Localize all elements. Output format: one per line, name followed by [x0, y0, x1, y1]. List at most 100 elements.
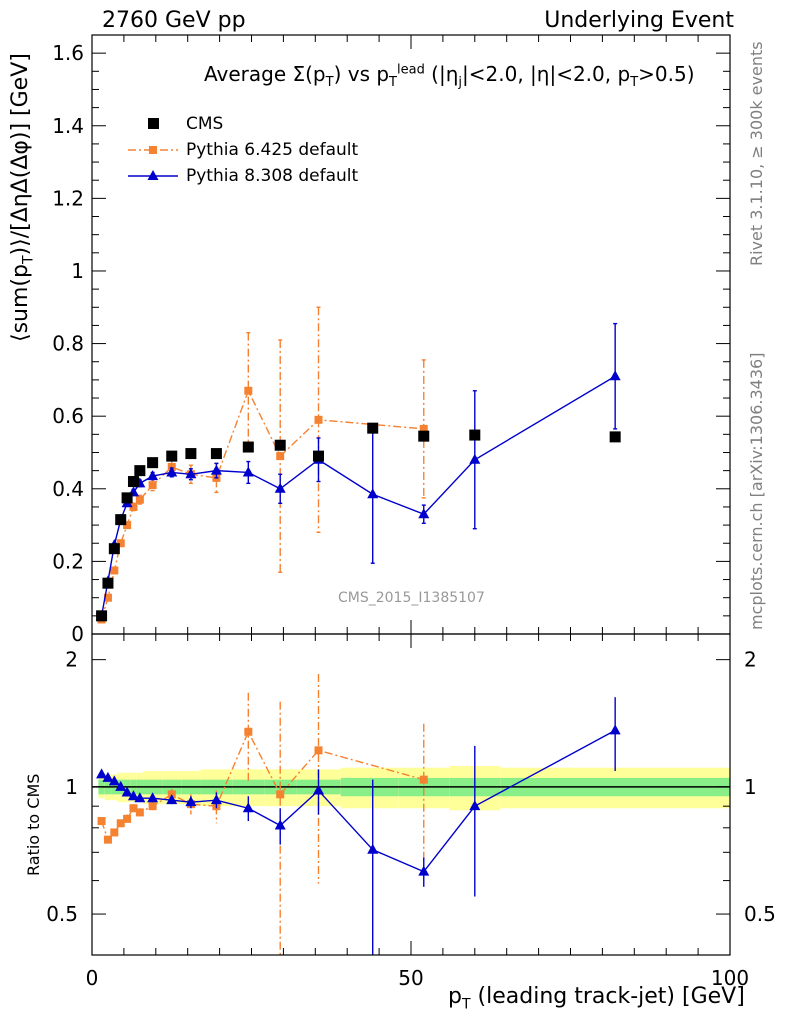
cms-point	[274, 439, 286, 451]
x-tick-label: 0	[86, 966, 99, 990]
pythia8-ratio-point	[108, 775, 120, 786]
pythia6-ratio-point	[276, 790, 285, 799]
x-tick-label: 100	[711, 966, 749, 990]
y-tick-label: 1.6	[52, 41, 84, 65]
pythia8-ratio-point	[115, 780, 127, 791]
cms-point	[609, 431, 621, 443]
y-tick-label: 0.4	[52, 477, 84, 501]
pythia8-ratio-point	[185, 796, 197, 807]
side-label-rivet: Rivet 3.1.10, ≥ 300k events	[747, 41, 766, 266]
pythia8-ratio-point	[274, 819, 286, 830]
cms-point	[185, 448, 197, 460]
cms-point	[96, 610, 108, 622]
cms-point	[134, 465, 146, 477]
ratio-y-tick-label: 0.5	[46, 902, 78, 926]
pythia8-ratio-point	[102, 771, 114, 782]
ratio-y-tick-label: 1	[65, 775, 78, 799]
legend-markers	[128, 118, 178, 180]
cms-point	[102, 577, 114, 589]
header-left: 2760 GeV pp	[102, 8, 246, 33]
cms-point	[147, 457, 159, 469]
ratio-y-tick-label: 2	[65, 648, 78, 672]
pythia6-point	[419, 424, 428, 433]
cms-point	[127, 476, 139, 488]
pythia6-ratio-point	[314, 746, 323, 755]
pythia6-ratio-point	[116, 819, 125, 828]
pythia6-point	[276, 452, 285, 461]
pythia8-line	[100, 375, 616, 616]
pythia6-ratio-point	[103, 835, 112, 844]
pythia8-ratio-point	[367, 843, 379, 854]
pythia6-point	[110, 566, 119, 575]
y-tick-label: 1	[71, 259, 84, 283]
legend-label-pythia8: Pythia 8.308 default	[186, 166, 359, 186]
header-right: Underlying Event	[544, 8, 734, 33]
pythia8-ratio-point	[242, 802, 254, 813]
y-tick-label: 1.4	[52, 114, 84, 138]
pythia8-point	[210, 464, 222, 475]
pythia6-point	[123, 521, 132, 530]
y-tick-label: 0.2	[52, 549, 84, 573]
ratio-y-axis-label: Ratio to CMS	[24, 773, 43, 876]
plot-title: Average Σ(pT) vs pTlead (|ηj|<2.0, |η|<2…	[204, 62, 695, 90]
pythia6-ratio-point	[148, 802, 157, 811]
x-tick-label: 50	[398, 966, 423, 990]
cms-point	[108, 543, 120, 555]
legend-label-cms: CMS	[186, 114, 224, 134]
ratio-uncertainty-band	[92, 766, 730, 811]
pythia8-ratio-point	[134, 792, 146, 803]
y-tick-label: 1.2	[52, 186, 84, 210]
side-label-mcplots: mcplots.cern.ch [arXiv:1306.3436]	[747, 352, 766, 630]
pythia8-point	[469, 453, 481, 464]
pythia8-ratio-point	[469, 800, 481, 811]
pythia6-point	[314, 415, 323, 424]
pythia6-point	[135, 495, 144, 504]
pythia6-ratio-point	[244, 727, 253, 736]
legend-marker-pythia8	[147, 170, 159, 180]
pythia8-ratio-point	[312, 784, 324, 795]
ratio-y-tick-label-right: 0.5	[744, 902, 776, 926]
legend-marker-pythia6	[149, 146, 157, 154]
pythia6-point	[244, 386, 253, 395]
pythia8-ratio-point	[127, 790, 139, 801]
pythia6-ratio-point	[110, 828, 119, 837]
pythia8-point	[367, 488, 379, 499]
cms-point	[210, 448, 222, 460]
pythia6-ratio-point	[129, 804, 138, 813]
pythia8-ratio-point	[609, 724, 621, 735]
pythia8-ratio-point	[210, 794, 222, 805]
analysis-watermark: CMS_2015_I1385107	[338, 590, 485, 606]
pythia6-point	[129, 502, 138, 511]
pythia6-ratio-point	[419, 775, 428, 784]
axes-frame: 00.20.40.60.811.21.41.60.5 0.51 12 20 50 100	[46, 34, 776, 990]
y-tick-label: 0.8	[52, 332, 84, 356]
pythia6-ratio-point	[135, 808, 144, 817]
x-axis-label: pT (leading track-jet) [GeV]	[448, 984, 745, 1013]
pythia6-point	[116, 539, 125, 548]
legend-label-pythia6: Pythia 6.425 default	[186, 140, 359, 160]
pythia8-ratio-point	[166, 794, 178, 805]
pythia8-ratio-point	[121, 786, 133, 797]
pythia6-ratio-point	[97, 817, 106, 826]
cms-point	[469, 429, 481, 441]
cms-point	[312, 450, 324, 462]
pythia8-point	[609, 370, 621, 381]
ratio-y-tick-label-right: 1	[744, 775, 757, 799]
pythia8-ratio-point	[418, 865, 430, 876]
pythia6-ratio-point	[123, 814, 132, 823]
pythia8-point	[185, 468, 197, 479]
cms-point	[121, 492, 133, 504]
pythia8-series	[96, 322, 621, 955]
cms-point	[166, 450, 178, 462]
cms-point	[367, 422, 379, 434]
y-tick-label: 0	[71, 622, 84, 646]
pythia8-point	[166, 466, 178, 477]
cms-point	[115, 514, 127, 526]
y-axis-label: ⟨sum(pT)⟩/[ΔηΔ(Δφ)] [GeV]	[8, 53, 37, 342]
cms-point	[418, 430, 430, 442]
y-tick-label: 0.6	[52, 404, 84, 428]
pythia6-series	[97, 306, 428, 955]
pythia8-point	[147, 470, 159, 481]
pythia8-point	[418, 508, 430, 519]
